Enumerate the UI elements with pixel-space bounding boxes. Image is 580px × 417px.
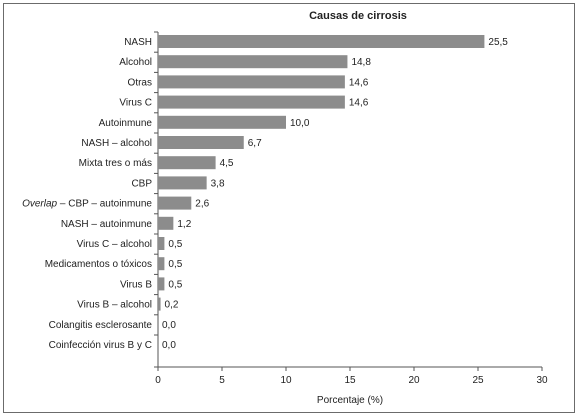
value-label: 6,7 bbox=[248, 138, 262, 149]
category-label: Alcohol bbox=[119, 57, 152, 68]
x-tick-label: 0 bbox=[155, 375, 161, 386]
value-label: 10,0 bbox=[290, 118, 310, 129]
chart-frame: Causas de cirrosis NASH 25,5 Alcohol 14,8 Ot… bbox=[3, 3, 575, 413]
x-tick-label: 30 bbox=[536, 375, 548, 386]
x-tick-label: 15 bbox=[344, 375, 356, 386]
value-label: 1,2 bbox=[177, 219, 191, 230]
bar bbox=[158, 95, 345, 109]
bar bbox=[158, 297, 161, 311]
value-label: 4,5 bbox=[220, 158, 234, 169]
category-label: Virus B bbox=[120, 279, 152, 290]
bar bbox=[158, 55, 348, 69]
category-label: Medicamentos o tóxicos bbox=[45, 259, 152, 270]
category-label: Coinfección virus B y C bbox=[49, 340, 152, 351]
bar-chart: Causas de cirrosis NASH 25,5 Alcohol 14,8 Ot… bbox=[22, 10, 548, 406]
value-label: 0,5 bbox=[168, 239, 182, 250]
category-label: Virus C bbox=[119, 98, 152, 109]
category-label: Virus C – alcohol bbox=[77, 239, 152, 250]
x-tick-label: 25 bbox=[472, 375, 484, 386]
bar bbox=[158, 176, 207, 190]
x-tick-label: 10 bbox=[280, 375, 292, 386]
value-label: 14,6 bbox=[349, 77, 369, 88]
category-label: Colangitis esclerosante bbox=[49, 320, 153, 331]
bar bbox=[158, 115, 286, 129]
value-label: 0,5 bbox=[168, 259, 182, 270]
x-tick-label: 20 bbox=[408, 375, 420, 386]
bar bbox=[158, 237, 165, 250]
category-label: NASH – alcohol bbox=[81, 138, 152, 149]
bar bbox=[158, 75, 345, 89]
category-label: Virus B – alcohol bbox=[77, 300, 152, 311]
value-label: 0,5 bbox=[168, 279, 182, 290]
value-label: 2,6 bbox=[195, 199, 209, 210]
bar bbox=[158, 136, 244, 149]
category-label: Overlap – CBP – autoinmune bbox=[22, 199, 152, 210]
category-label: CBP bbox=[131, 178, 152, 189]
x-tick-label: 5 bbox=[219, 375, 225, 386]
category-label: Otras bbox=[128, 77, 152, 88]
value-label: 0,0 bbox=[162, 320, 176, 331]
bar bbox=[158, 196, 192, 210]
value-label: 3,8 bbox=[211, 178, 225, 189]
bar bbox=[158, 216, 174, 230]
x-axis-label: Porcentaje (%) bbox=[317, 395, 383, 406]
category-label: NASH bbox=[124, 37, 152, 48]
plot-area: NASH 25,5 Alcohol 14,8 Otras 14,6 Virus C 14,6 A… bbox=[22, 31, 548, 386]
bar bbox=[158, 156, 216, 170]
value-label: 0,0 bbox=[162, 340, 176, 351]
category-label: NASH – autoinmune bbox=[61, 219, 153, 230]
value-label: 14,8 bbox=[351, 57, 371, 68]
category-label: Mixta tres o más bbox=[79, 158, 152, 169]
chart-title: Causas de cirrosis bbox=[309, 10, 407, 22]
bar bbox=[158, 35, 485, 48]
bar bbox=[158, 277, 165, 291]
value-label: 0,2 bbox=[165, 300, 179, 311]
value-label: 14,6 bbox=[349, 98, 369, 109]
bar bbox=[158, 257, 165, 271]
value-label: 25,5 bbox=[488, 37, 508, 48]
category-label: Autoinmune bbox=[99, 118, 153, 129]
